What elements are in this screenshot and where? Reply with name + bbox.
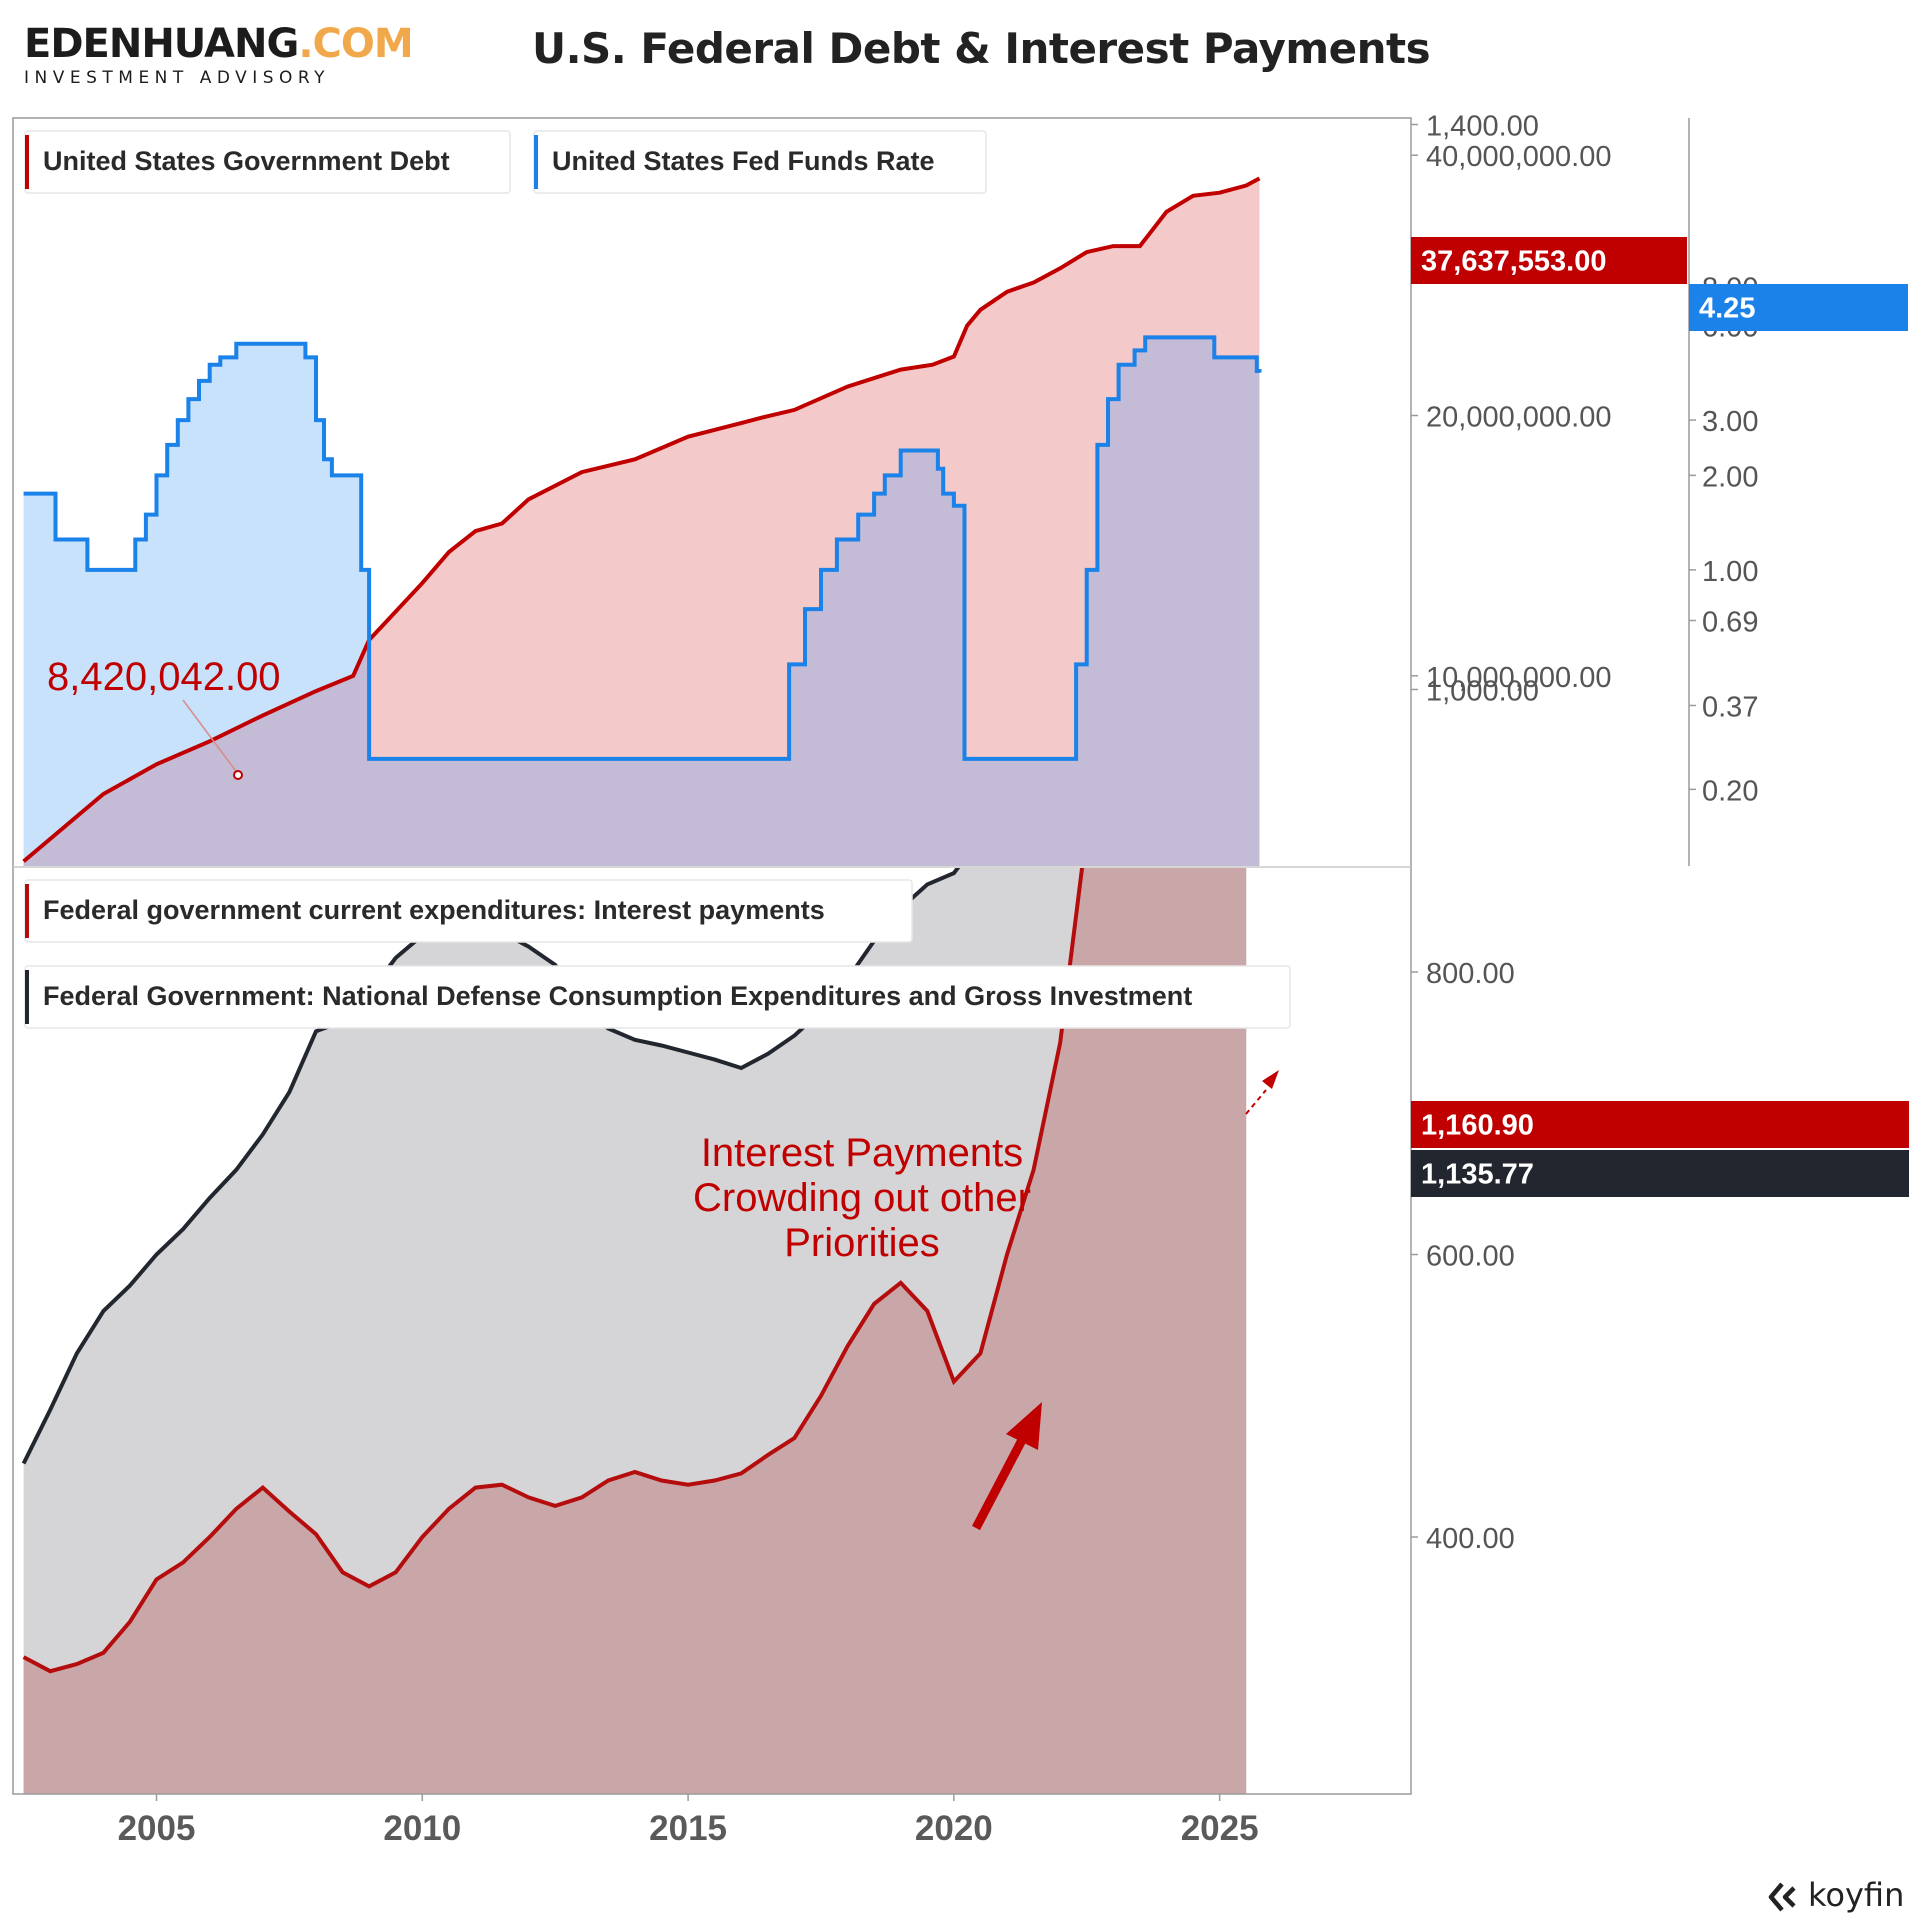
legend-defense-swatch — [25, 970, 29, 1024]
interest-last-value-bg — [1411, 1101, 1909, 1148]
fedfunds-axis-label: 0.69 — [1702, 607, 1758, 639]
x-axis-label: 2020 — [915, 1809, 993, 1848]
legend-interest-swatch — [25, 884, 29, 938]
debt-last-value-bg — [1411, 237, 1687, 284]
annotation-leader — [182, 699, 239, 775]
defense-last-value-bg — [1411, 1150, 1909, 1197]
fedfunds-axis-label: 0.20 — [1702, 775, 1758, 807]
brand-logo: EDENHUANG.COM INVESTMENT ADVISORY — [24, 21, 414, 88]
bottom-axis-label: 400.00 — [1426, 1523, 1515, 1555]
legend-debt-label: United States Government Debt — [43, 146, 450, 176]
bottom-axis-label: 800.00 — [1426, 958, 1515, 990]
legend-fedfunds-swatch — [534, 135, 538, 189]
brand-tagline: INVESTMENT ADVISORY — [24, 68, 331, 88]
trend-arrow-shaft — [972, 1437, 1026, 1531]
debt-axis-label: 40,000,000.00 — [1426, 141, 1611, 173]
koyfin-icon — [1768, 1882, 1796, 1912]
crowding-annotation-line: Priorities — [784, 1221, 940, 1265]
brand-name: EDENHUANG — [24, 21, 299, 67]
koyfin-text: koyfin — [1808, 1876, 1905, 1914]
legends: United States Government Debt United Stat… — [24, 130, 1291, 1029]
interest-area — [23, 868, 1247, 1794]
annotation-point — [233, 770, 243, 780]
defense-last-value: 1,135.77 — [1411, 1150, 1909, 1197]
bottom-axis-label: 600.00 — [1426, 1241, 1515, 1273]
crowding-annotation-line: Crowding out other — [693, 1176, 1031, 1220]
bottom-panel: Interest Payments Crowding out other Prior… — [21, 868, 1279, 1794]
top-panel: 8,420,042.00 — [22, 176, 1262, 866]
legend-fedfunds[interactable]: United States Fed Funds Rate — [533, 130, 987, 194]
fedfunds-axis-label: 3.00 — [1702, 406, 1758, 438]
fedfunds-last-value-text: 4.25 — [1699, 293, 1755, 325]
interest-line — [22, 868, 1085, 1674]
crowding-annotation-line: Interest Payments — [701, 1131, 1023, 1175]
debt-axis-label: 10,000,000.00 — [1426, 662, 1611, 694]
legend-defense[interactable]: Federal Government: National Defense Con… — [24, 965, 1291, 1029]
crowding-annotation: Interest Payments Crowding out other Prior… — [693, 1131, 1031, 1265]
fedfunds-axis-label: 1.00 — [1702, 556, 1758, 588]
debt-line — [22, 176, 1261, 863]
legend-fedfunds-label: United States Fed Funds Rate — [552, 146, 935, 176]
fedfunds-line — [23, 335, 1262, 761]
debt-annotation: 8,420,042.00 — [47, 655, 281, 699]
value-badges: 37,637,553.00 4.25 1,160.90 1,135.77 — [1411, 237, 1909, 1197]
x-axis-label: 2005 — [118, 1809, 196, 1848]
legend-defense-label: Federal Government: National Defense Con… — [43, 981, 1192, 1011]
trend-arrow-head — [1006, 1402, 1042, 1450]
axes: 10,000,000.0020,000,000.0030,000,000.004… — [118, 111, 1759, 1849]
debt-last-value: 37,637,553.00 — [1411, 237, 1687, 284]
defense-last-value-text: 1,135.77 — [1421, 1159, 1534, 1191]
fedfunds-axis-label: 0.37 — [1702, 691, 1758, 723]
page-title: U.S. Federal Debt & Interest Payments — [532, 24, 1431, 73]
defense-line — [21, 868, 961, 1465]
fedfunds-axis-label: 2.00 — [1702, 461, 1758, 493]
x-axis-label: 2010 — [383, 1809, 461, 1848]
fedfunds-last-value-bg — [1689, 284, 1908, 331]
bottom-axis-label: 1,400.00 — [1426, 111, 1539, 143]
koyfin-logo: koyfin — [1768, 1876, 1904, 1914]
bottom-axis-label: 1,000.00 — [1426, 676, 1539, 708]
legend-debt-swatch — [25, 135, 29, 189]
x-axis-label: 2015 — [649, 1809, 727, 1848]
fedfunds-last-value: 4.25 — [1689, 284, 1908, 331]
debt-last-value-text: 37,637,553.00 — [1421, 246, 1606, 278]
header: EDENHUANG.COM INVESTMENT ADVISORY U.S. F… — [0, 0, 1920, 110]
legend-interest-label: Federal government current expenditures:… — [43, 895, 825, 925]
projection-arrow-head — [1262, 1070, 1279, 1089]
legend-interest[interactable]: Federal government current expenditures:… — [24, 879, 913, 943]
legend-debt[interactable]: United States Government Debt — [24, 130, 511, 194]
interest-last-value: 1,160.90 — [1411, 1101, 1909, 1148]
projection-arrow-shaft — [1245, 1089, 1267, 1115]
debt-axis-label: 20,000,000.00 — [1426, 401, 1611, 433]
x-axis-label: 2025 — [1181, 1809, 1259, 1848]
plot-frame — [12, 117, 1412, 1795]
interest-last-value-text: 1,160.90 — [1421, 1110, 1534, 1142]
brand-suffix: .COM — [298, 21, 413, 67]
overlap-area — [23, 337, 1260, 866]
